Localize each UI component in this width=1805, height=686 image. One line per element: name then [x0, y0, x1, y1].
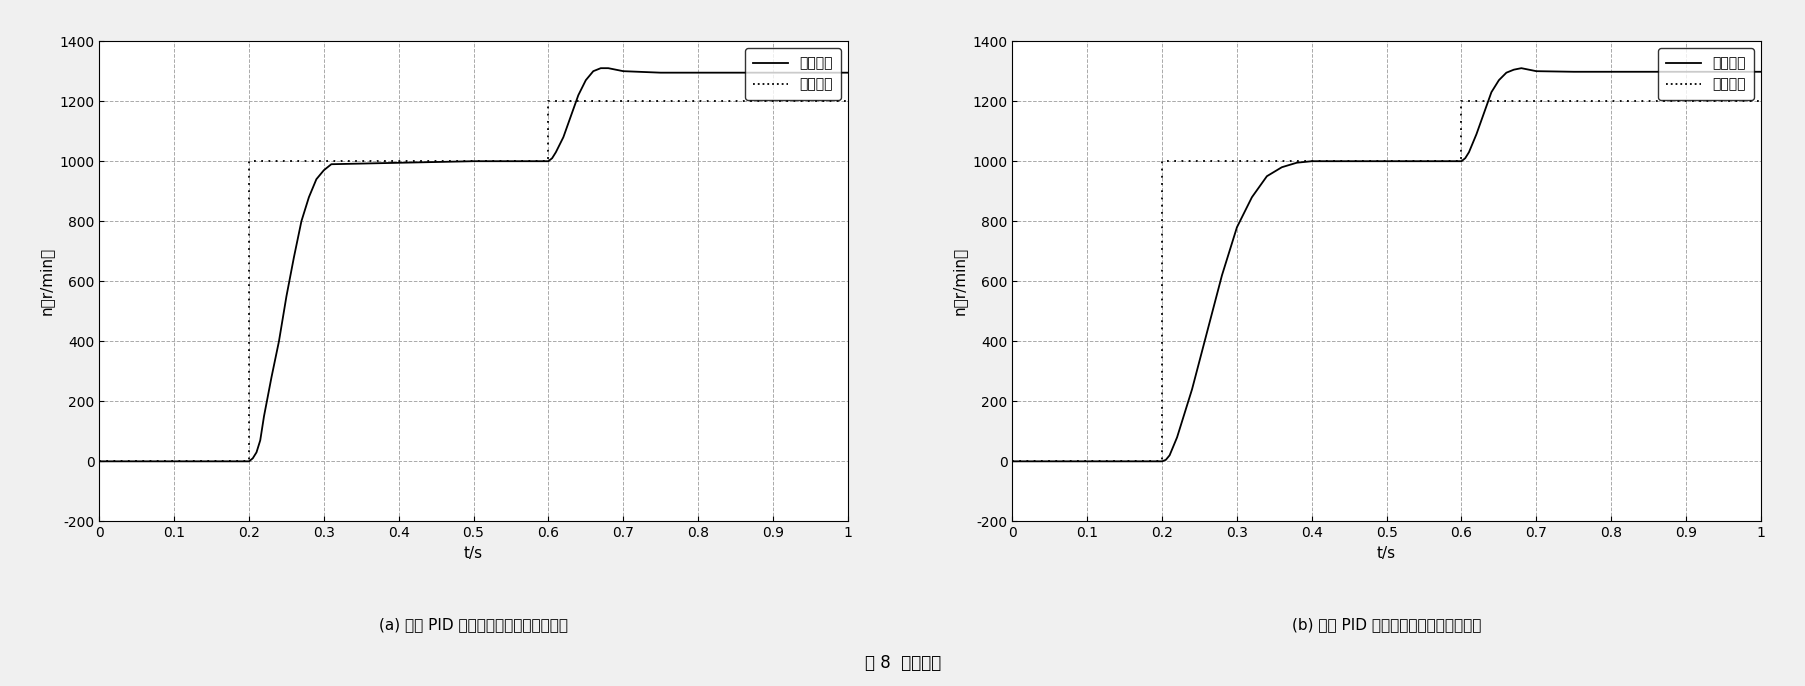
- Y-axis label: n（r/min）: n（r/min）: [951, 247, 966, 316]
- Text: (b) 模糊 PID 控制下的系统跟踪特能曲线: (b) 模糊 PID 控制下的系统跟踪特能曲线: [1291, 617, 1480, 632]
- X-axis label: t/s: t/s: [1375, 546, 1395, 560]
- Legend: 响应曲线, 输入信号: 响应曲线, 输入信号: [744, 48, 841, 99]
- Text: (a) 常规 PID 控制下的系统跟踪特能曲线: (a) 常规 PID 控制下的系统跟踪特能曲线: [379, 617, 569, 632]
- Text: 图 8  实验结果: 图 8 实验结果: [865, 654, 940, 672]
- Legend: 响应曲线, 输入信号: 响应曲线, 输入信号: [1657, 48, 1753, 99]
- X-axis label: t/s: t/s: [464, 546, 484, 560]
- Y-axis label: n（r/min）: n（r/min）: [38, 247, 54, 316]
